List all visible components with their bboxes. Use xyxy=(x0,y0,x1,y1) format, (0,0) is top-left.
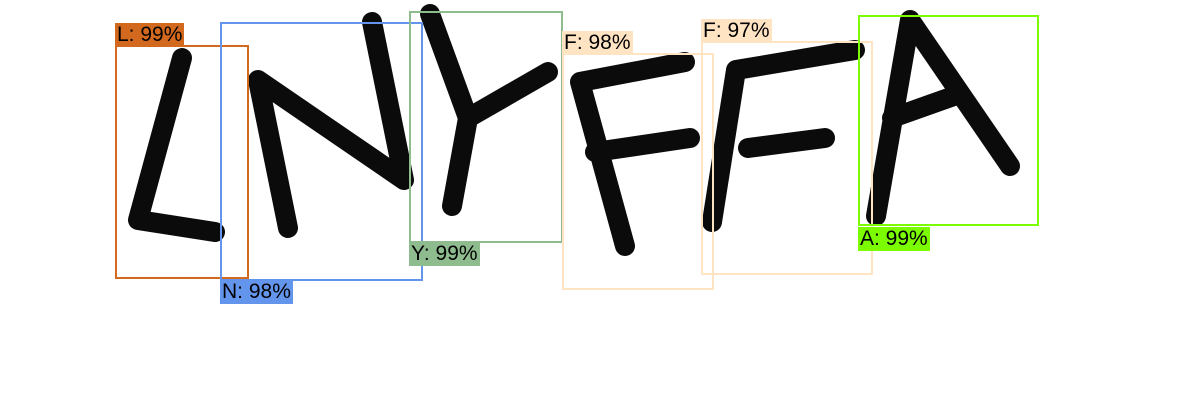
label-a: A: 99% xyxy=(858,227,930,251)
label-f1: F: 98% xyxy=(562,31,633,55)
glyph-n xyxy=(248,12,414,238)
bbox-n xyxy=(220,22,423,281)
glyph-y xyxy=(420,4,558,216)
label-y: Y: 99% xyxy=(409,242,480,266)
glyph-a xyxy=(866,10,1020,226)
label-l: L: 99% xyxy=(115,23,185,47)
bbox-a xyxy=(858,15,1039,226)
bbox-f1 xyxy=(562,53,714,290)
bbox-y xyxy=(409,11,563,243)
bbox-f2 xyxy=(701,41,873,275)
label-f2: F: 97% xyxy=(701,19,772,43)
label-n: N: 98% xyxy=(220,280,293,304)
glyph-f2 xyxy=(702,40,865,232)
glyph-f1 xyxy=(570,52,700,256)
glyph-l xyxy=(128,48,225,242)
